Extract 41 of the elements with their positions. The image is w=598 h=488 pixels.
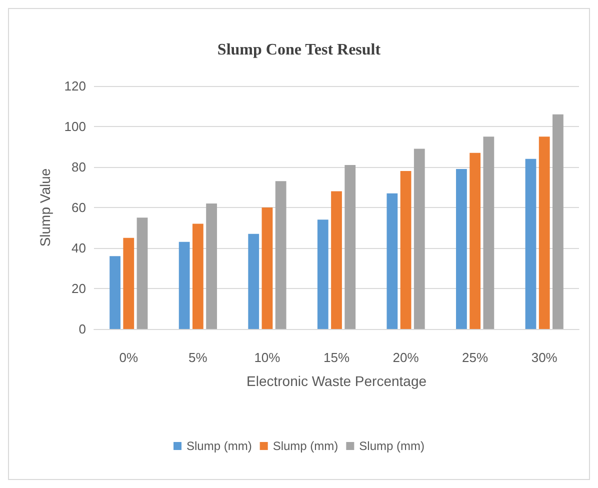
x-tick-label: 10% xyxy=(254,350,281,365)
bar xyxy=(206,203,217,329)
bar xyxy=(123,238,134,329)
x-tick-label: 30% xyxy=(531,350,558,365)
x-tick-label: 20% xyxy=(392,350,420,365)
bar xyxy=(248,234,260,329)
x-tick-label: 15% xyxy=(323,350,350,365)
legend-label: Slump (mm) xyxy=(359,439,425,453)
y-tick-label: 120 xyxy=(64,78,86,94)
bar xyxy=(414,148,425,329)
x-tick-label: 5% xyxy=(188,350,208,365)
x-tick-label: 0% xyxy=(119,350,138,365)
bar xyxy=(525,158,536,329)
bar xyxy=(317,220,328,329)
y-axis-title: Slump Value xyxy=(37,168,53,247)
x-tick-label: 25% xyxy=(462,350,489,365)
y-tick-label: 80 xyxy=(72,160,86,174)
bar xyxy=(456,169,467,329)
y-tick-label: 40 xyxy=(72,240,86,256)
bar xyxy=(192,224,204,329)
chart-title: Slump Cone Test Result xyxy=(217,42,382,58)
y-tick-label: 0 xyxy=(78,322,86,336)
bar xyxy=(262,208,273,329)
y-tick-label: 100 xyxy=(64,119,86,134)
bar xyxy=(275,181,286,329)
bar xyxy=(178,242,190,329)
x-axis-title: Electronic Waste Percentage xyxy=(246,373,427,389)
bar xyxy=(331,191,342,329)
bar xyxy=(483,136,494,329)
bar xyxy=(386,193,398,329)
legend-label: Slump (mm) xyxy=(272,439,338,453)
y-tick-label: 60 xyxy=(72,200,86,215)
bar xyxy=(344,164,356,329)
bar xyxy=(400,171,412,329)
legend-label: Slump (mm) xyxy=(186,439,252,453)
bar xyxy=(552,114,564,329)
bar xyxy=(136,218,148,329)
bar xyxy=(110,256,120,329)
bar xyxy=(470,152,481,329)
bar xyxy=(538,136,550,329)
y-tick-label: 20 xyxy=(72,281,86,296)
